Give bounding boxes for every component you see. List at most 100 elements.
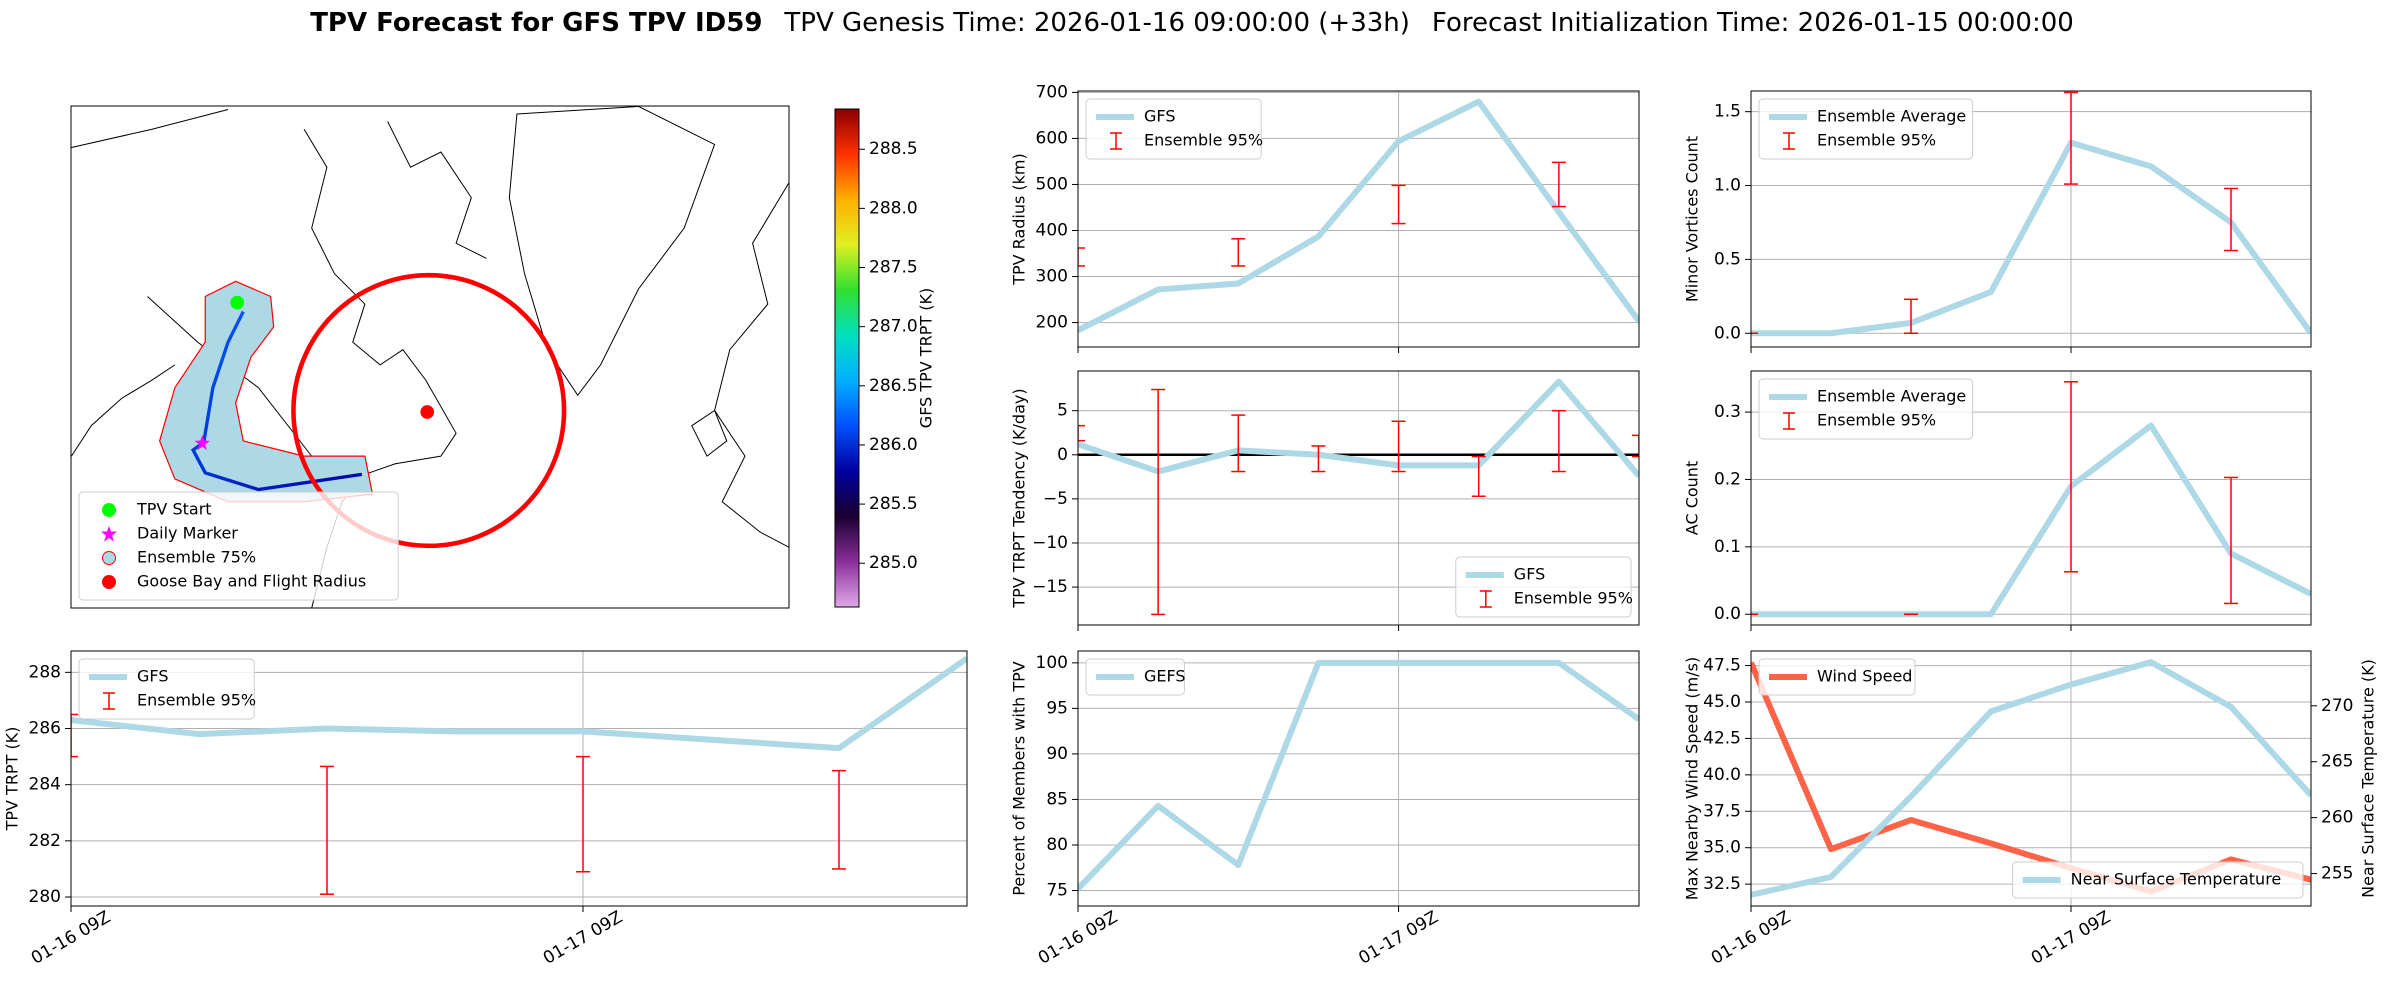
colorbar-tick-label: 288.0 — [869, 198, 918, 218]
x-tick-label: 01-16 09Z — [1035, 907, 1121, 968]
axes-frame — [1750, 90, 2312, 348]
legend-label: Ensemble 95% — [1144, 131, 1263, 150]
y-axis-label: Percent of Members with TPV — [1010, 661, 1029, 895]
legend-label: Daily Marker — [137, 524, 238, 543]
colorbar-tick-label: 287.5 — [869, 258, 918, 278]
line — [1078, 98, 1639, 334]
border — [71, 109, 228, 147]
y-tick-label: 700 — [1036, 82, 1068, 102]
legend-glyph — [102, 575, 116, 589]
series — [1078, 378, 1639, 478]
y-tick-label: 286 — [29, 719, 61, 739]
axes-frame — [1077, 650, 1640, 907]
series — [1078, 659, 1639, 891]
legend-box — [1758, 658, 1916, 696]
y-tick-label: −10 — [1032, 533, 1068, 553]
y-axis-label: Minor Vortices Count — [1683, 136, 1702, 302]
series — [71, 655, 967, 752]
y-tick-label: 200 — [1036, 313, 1068, 333]
y-tick-label: 5 — [1057, 401, 1068, 421]
legend-label: Ensemble 95% — [1817, 411, 1936, 430]
legend-label: Ensemble 95% — [137, 691, 256, 710]
y-axis-label: TPV TRPT (K) — [3, 727, 22, 832]
y-tick-label: 75 — [1046, 881, 1068, 901]
y-tick-label: 1.5 — [1714, 102, 1741, 122]
y-tick-label: 45.0 — [1703, 692, 1741, 712]
y-tick-label: 280 — [29, 887, 61, 907]
series — [1078, 388, 1639, 616]
y-tick-label: 300 — [1036, 267, 1068, 287]
colorbar-tick-label: 287.0 — [869, 317, 918, 337]
y-axis-label: AC Count — [1683, 461, 1702, 535]
colorbar — [834, 108, 860, 608]
y-tick-label: 600 — [1036, 128, 1068, 148]
colorbar-label: GFS TPV TRPT (K) — [917, 288, 936, 428]
ensemble-region — [159, 280, 374, 503]
legend-label: Ensemble Average — [1817, 387, 1966, 406]
y2-tick-label: 265 — [2321, 752, 2353, 772]
legend-label: GEFS — [1144, 667, 1186, 686]
legend-label: Near Surface Temperature — [2071, 870, 2282, 889]
legend-label: Ensemble Average — [1817, 107, 1966, 126]
series — [1751, 91, 2238, 335]
colorbar-tick-label: 285.5 — [869, 494, 918, 514]
y-tick-label: 42.5 — [1703, 728, 1741, 748]
greenland — [509, 106, 714, 395]
y-tick-label: 288 — [29, 662, 61, 682]
colorbar-tick-label: 286.0 — [869, 435, 918, 455]
series — [71, 713, 846, 895]
legend-label: Goose Bay and Flight Radius — [137, 572, 366, 591]
y-axis-label: Max Nearby Wind Speed (m/s) — [1683, 657, 1702, 900]
x-tick-label: 01-16 09Z — [1708, 907, 1794, 968]
title: TPV Forecast for GFS TPV ID59 — [310, 8, 762, 38]
axes-frame — [1750, 650, 2312, 907]
axes-frame — [1077, 370, 1640, 626]
y-axis-label: TPV TRPT Tendency (K/day) — [1010, 388, 1029, 608]
x-tick-label: 01-17 09Z — [2028, 907, 2114, 968]
y-tick-label: 0.5 — [1714, 249, 1741, 269]
series — [1751, 422, 2311, 618]
y-tick-label: 80 — [1046, 835, 1068, 855]
genesis-time: TPV Genesis Time: 2026-01-16 09:00:00 (+… — [783, 8, 1410, 38]
y2-tick-label: 260 — [2321, 808, 2353, 828]
tpv-start — [230, 295, 245, 310]
map-geo — [71, 106, 789, 608]
legend-label: GFS — [1144, 107, 1175, 126]
y-tick-label: 40.0 — [1703, 765, 1741, 785]
legend-box — [1085, 658, 1185, 696]
y-tick-label: 0.0 — [1714, 323, 1741, 343]
legend-label: TPV Start — [136, 500, 212, 519]
legend-label: GFS — [137, 667, 168, 686]
y-tick-label: 0.2 — [1714, 469, 1741, 489]
coastline — [715, 182, 789, 547]
y-tick-label: 100 — [1036, 653, 1068, 673]
y2-tick-label: 255 — [2321, 864, 2353, 884]
flight-radius — [291, 272, 567, 549]
y-tick-label: 1.0 — [1714, 176, 1741, 196]
series — [1751, 659, 2311, 898]
legend-box — [1758, 98, 1974, 160]
series — [1751, 381, 2238, 615]
axes-frame — [70, 650, 968, 907]
series — [1078, 98, 1639, 334]
legend-box — [78, 491, 399, 601]
y-tick-label: 400 — [1036, 221, 1068, 241]
goose-bay — [420, 405, 435, 419]
y-tick-label: 0 — [1057, 445, 1068, 465]
legend-glyph — [102, 503, 116, 517]
y-tick-label: 282 — [29, 831, 61, 851]
legend-box — [2012, 861, 2304, 899]
line — [1751, 422, 2311, 618]
daily-marker — [194, 434, 210, 451]
legend-label: Wind Speed — [1817, 667, 1912, 686]
line — [1751, 659, 2311, 898]
legend-glyph — [101, 526, 117, 542]
series — [1751, 139, 2311, 337]
y-tick-label: 0.0 — [1714, 604, 1741, 624]
track — [190, 310, 363, 492]
y-tick-label: 37.5 — [1703, 801, 1741, 821]
legend-label: GFS — [1514, 565, 1545, 584]
colorbar-tick-label: 288.5 — [869, 139, 918, 159]
axes-frame — [1750, 370, 2312, 626]
